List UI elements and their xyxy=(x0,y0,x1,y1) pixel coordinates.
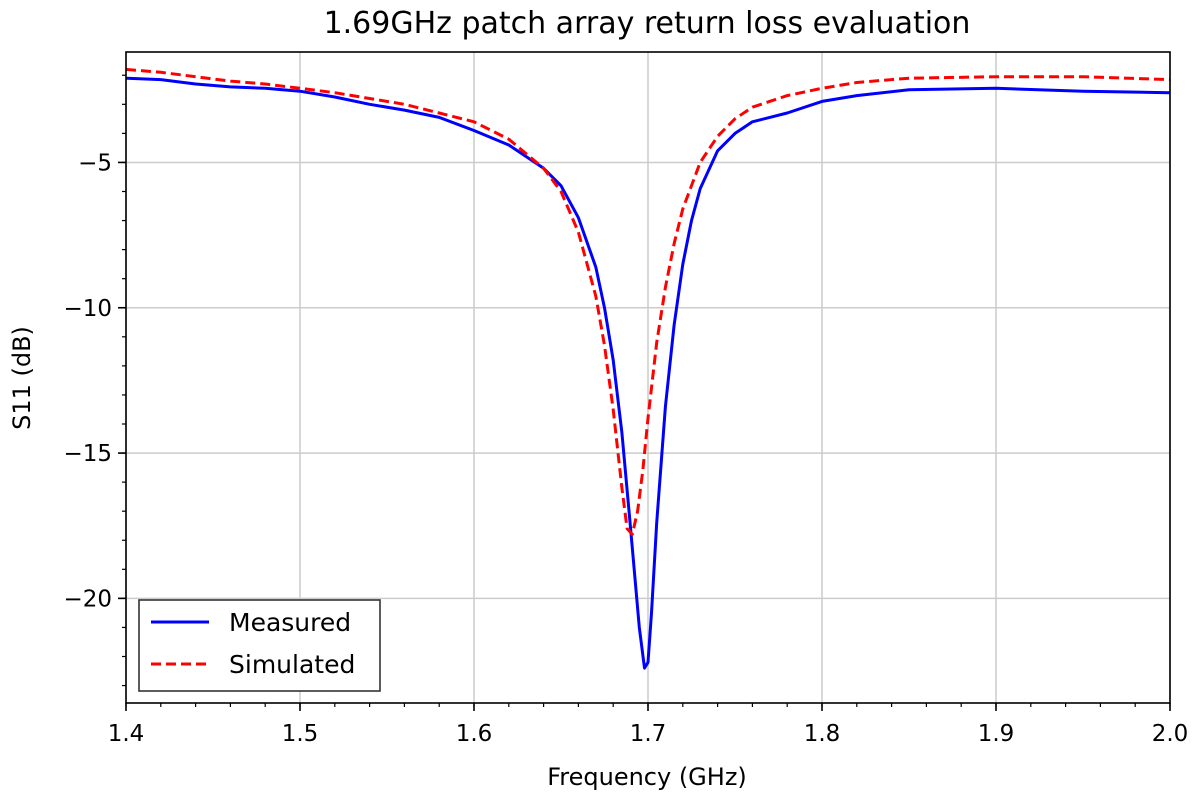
series-layer xyxy=(125,67,1171,670)
chart-title: 1.69GHz patch array return loss evaluati… xyxy=(324,6,971,41)
legend-label-measured: Measured xyxy=(229,608,351,637)
x-tick-label: 2.0 xyxy=(1152,721,1189,747)
y-axis-label: S11 (dB) xyxy=(8,326,36,430)
x-axis-label: Frequency (GHz) xyxy=(547,763,747,791)
x-tick-label: 1.4 xyxy=(108,721,145,747)
series-line-simulated xyxy=(125,67,1171,536)
x-tick-label: 1.8 xyxy=(804,721,841,747)
legend-label-simulated: Simulated xyxy=(229,650,355,679)
y-tick-label: −10 xyxy=(63,296,112,322)
x-tick-label: 1.5 xyxy=(282,721,319,747)
y-tick-label: −20 xyxy=(63,586,112,612)
series-line-measured xyxy=(125,76,1171,670)
x-tick-label: 1.6 xyxy=(456,721,493,747)
x-tick-label: 1.9 xyxy=(978,721,1015,747)
grid xyxy=(125,52,1171,703)
y-tick-label: −15 xyxy=(63,441,112,467)
legend: Measured Simulated xyxy=(138,599,381,692)
axis-ticks: 1.4 1.5 1.6 1.7 1.8 1.9 2.0 −5 −10 −15 −20 xyxy=(63,74,1189,747)
y-tick-label: −5 xyxy=(78,150,112,176)
legend-box xyxy=(138,599,381,692)
x-tick-label: 1.7 xyxy=(630,721,667,747)
